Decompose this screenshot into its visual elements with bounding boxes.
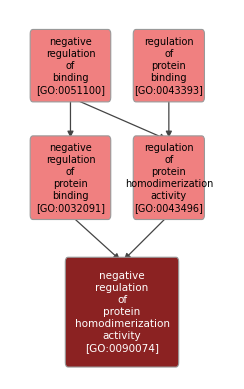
Text: negative
regulation
of
binding
[GO:0051100]: negative regulation of binding [GO:00511…	[36, 37, 105, 95]
Text: negative
regulation
of
protein
binding
[GO:0032091]: negative regulation of protein binding […	[36, 143, 105, 213]
FancyBboxPatch shape	[65, 257, 179, 367]
FancyBboxPatch shape	[30, 136, 111, 219]
Text: regulation
of
protein
binding
[GO:0043393]: regulation of protein binding [GO:004339…	[134, 37, 203, 95]
FancyBboxPatch shape	[30, 30, 111, 102]
Text: regulation
of
protein
homodimerization
activity
[GO:0043496]: regulation of protein homodimerization a…	[125, 143, 213, 213]
Text: negative
regulation
of
protein
homodimerization
activity
[GO:0090074]: negative regulation of protein homodimer…	[74, 271, 170, 353]
FancyBboxPatch shape	[133, 136, 204, 219]
FancyBboxPatch shape	[133, 30, 204, 102]
